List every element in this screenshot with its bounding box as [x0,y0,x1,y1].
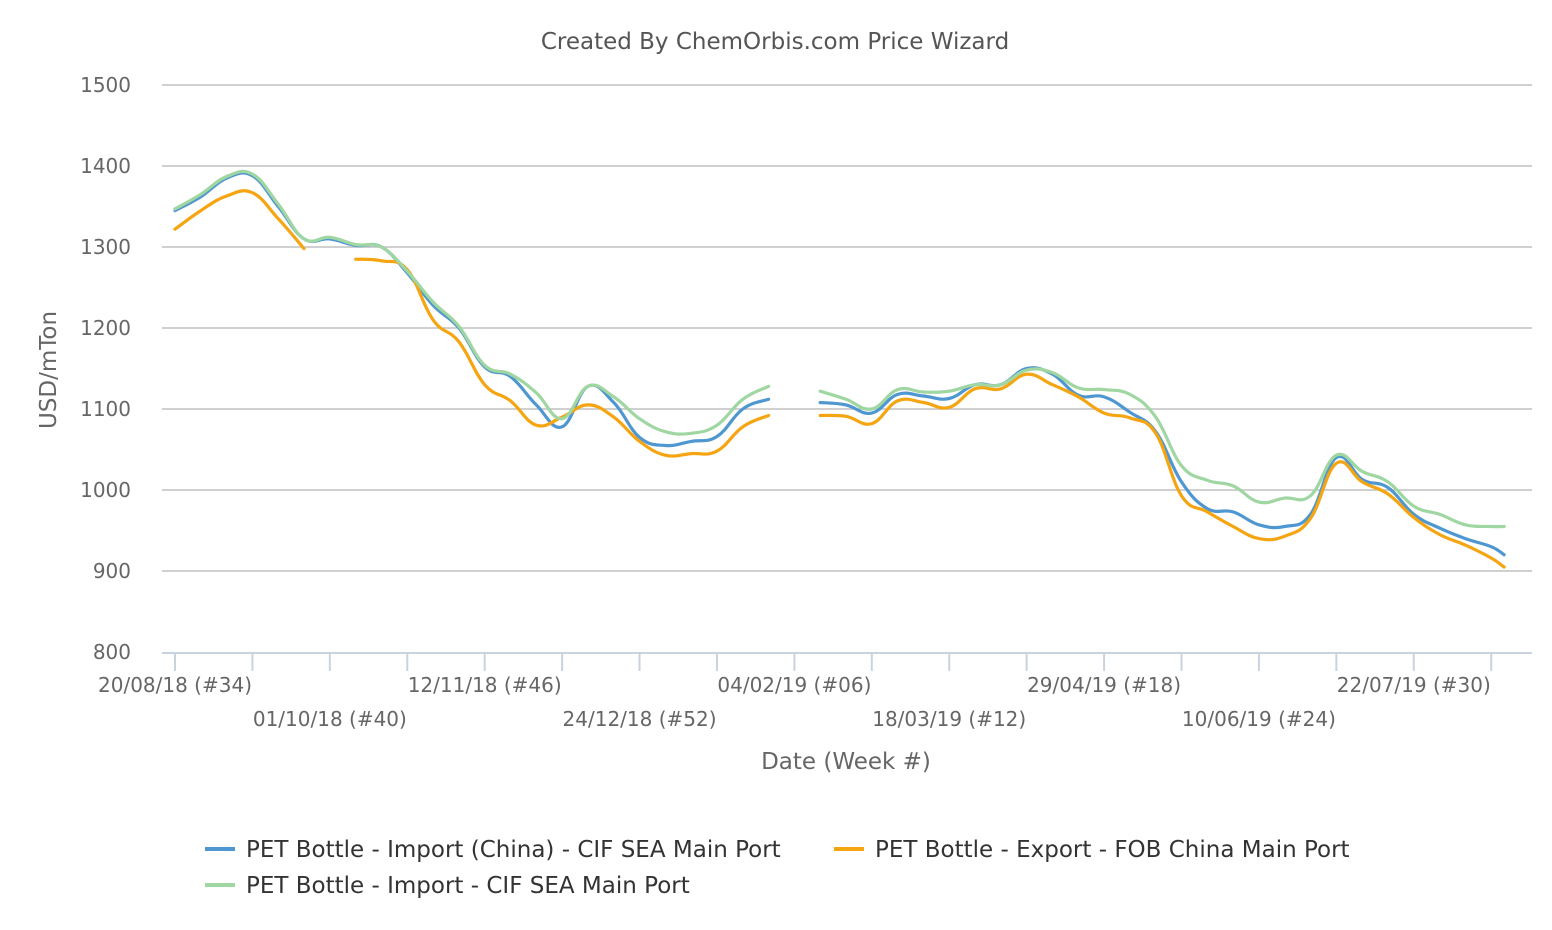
series-3-line-segment [818,367,1506,529]
series-lines [173,169,1506,569]
y-tick-label: 1000 [80,478,131,502]
gridlines [162,84,1532,572]
legend-item[interactable]: PET Bottle - Export - FOB China Main Por… [834,837,1350,863]
x-tick-label: 24/12/18 (#52) [563,707,717,731]
y-tick-label: 1100 [80,397,131,421]
x-tick-label: 29/04/19 (#18) [1027,673,1181,697]
series-1-line-segment [818,366,1506,557]
series-2-line-segment [173,189,306,251]
legend-label: PET Bottle - Import (China) - CIF SEA Ma… [246,837,781,863]
y-tick-label: 1500 [80,73,131,97]
x-axis: 20/08/18 (#34)01/10/18 (#40)12/11/18 (#4… [98,652,1532,731]
x-tick-label: 10/06/19 (#24) [1182,707,1336,731]
series-3-line-segment [173,169,771,436]
x-tick-label: 18/03/19 (#12) [872,707,1026,731]
series-2-line-segment [818,372,1506,569]
y-tick-label: 1300 [80,235,131,259]
legend-label: PET Bottle - Import - CIF SEA Main Port [246,873,690,899]
legend-item[interactable]: PET Bottle - Import (China) - CIF SEA Ma… [205,837,781,863]
series-3 [173,169,1506,529]
chart-title: Created By ChemOrbis.com Price Wizard [541,29,1009,55]
series-1-line-segment [173,171,771,448]
legend: PET Bottle - Import (China) - CIF SEA Ma… [205,837,1350,899]
y-tick-label: 1200 [80,316,131,340]
y-tick-label: 800 [93,640,131,664]
x-axis-title: Date (Week #) [761,749,931,775]
x-tick-label: 20/08/18 (#34) [98,673,252,697]
x-tick-label: 04/02/19 (#06) [717,673,871,697]
legend-item[interactable]: PET Bottle - Import - CIF SEA Main Port [205,873,690,899]
x-tick-label: 12/11/18 (#46) [408,673,562,697]
y-tick-label: 1400 [80,154,131,178]
x-tick-label: 01/10/18 (#40) [253,707,407,731]
y-tick-label: 900 [93,559,131,583]
x-tick-label: 22/07/19 (#30) [1337,673,1491,697]
y-axis-title: USD/mTon [36,311,62,429]
y-axis: 800 900 1000 1100 1200 1300 1400 1500 [80,73,131,664]
legend-label: PET Bottle - Export - FOB China Main Por… [875,837,1350,863]
